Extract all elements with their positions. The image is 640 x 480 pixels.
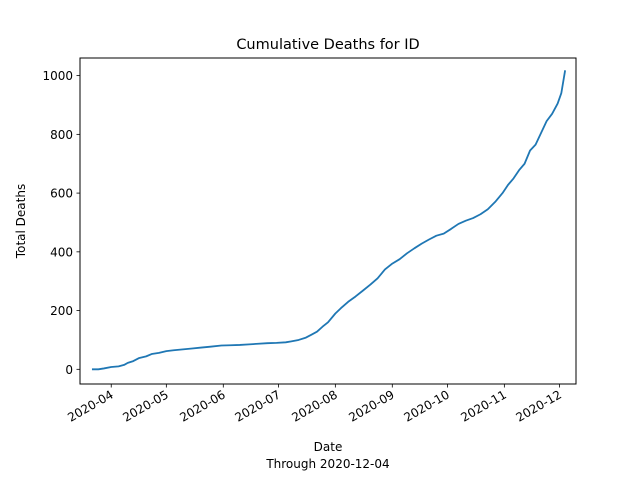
x-axis-label: Date [314,440,343,454]
y-tick-label: 800 [50,128,73,142]
chart-title: Cumulative Deaths for ID [236,37,419,53]
axes-frame [79,57,577,385]
y-tick-label: 400 [50,245,73,259]
series-line [91,70,567,371]
x-axis-sublabel: Through 2020-12-04 [265,457,389,471]
y-tick-label: 600 [50,187,73,201]
y-tick-label: 0 [65,363,73,377]
y-tick-label: 200 [50,304,73,318]
y-tick-label: 1000 [42,69,73,83]
y-axis-label: Total Deaths [14,184,28,259]
